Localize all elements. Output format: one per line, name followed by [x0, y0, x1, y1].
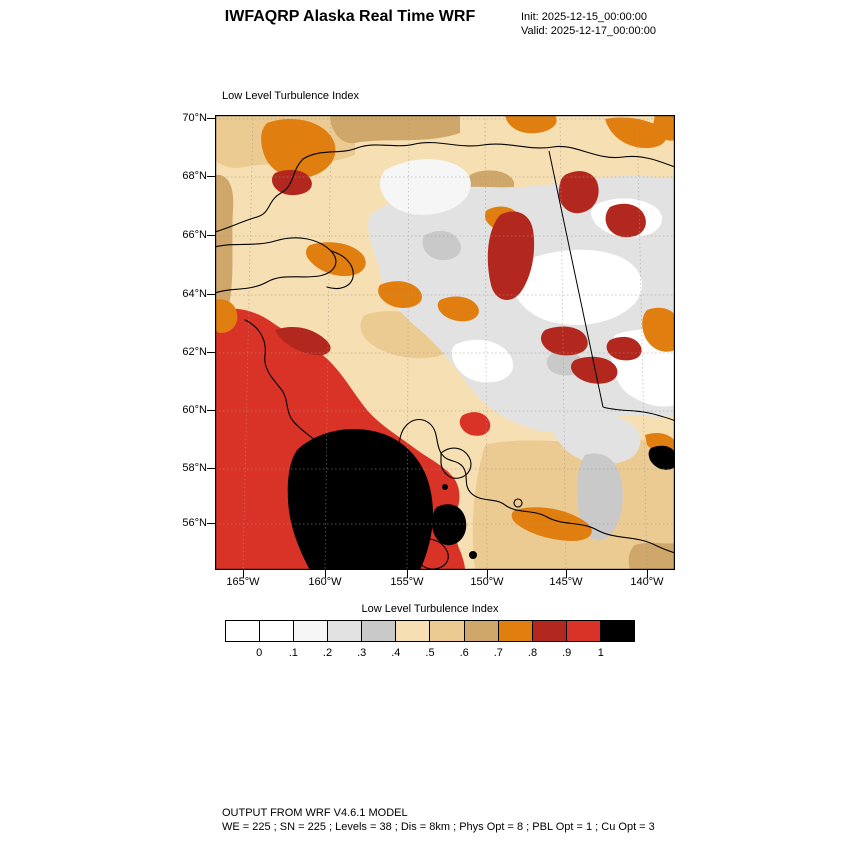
x-tick	[243, 570, 244, 578]
y-tick	[207, 176, 215, 177]
init-time: Init: 2025-12-15_00:00:00	[521, 11, 647, 23]
colorbar-label: .8	[527, 647, 538, 659]
map-frame	[215, 115, 675, 570]
y-tick-label-62n: 62°N	[182, 346, 207, 358]
colorbar-cell	[497, 620, 533, 642]
x-tick-label-155w: 155°W	[390, 576, 424, 588]
y-tick	[207, 235, 215, 236]
colorbar	[225, 620, 635, 642]
x-tick	[325, 570, 326, 578]
colorbar-cell	[259, 620, 295, 642]
colorbar-label: .6	[459, 647, 469, 659]
field-darkred-patches	[271, 169, 646, 384]
colorbar-title: Low Level Turbulence Index	[361, 603, 499, 615]
colorbar-label: 0	[256, 647, 263, 659]
political-border	[548, 150, 675, 422]
colorbar-label: 1	[597, 647, 604, 659]
colorbar-cell	[463, 620, 499, 642]
colorbar-cell	[225, 620, 261, 642]
colorbar-label: .7	[493, 647, 503, 659]
colorbar-cell	[327, 620, 363, 642]
y-tick-label-56n: 56°N	[182, 517, 207, 529]
y-tick-label-64n: 64°N	[182, 288, 207, 300]
colorbar-labels: 0 .1 .2 .3 .4 .5 .6 .7 .8 .9 1	[225, 647, 635, 661]
model-info-line2: WE = 225 ; SN = 225 ; Levels = 38 ; Dis …	[222, 821, 655, 833]
model-info-line1: OUTPUT FROM WRF V4.6.1 MODEL	[222, 807, 408, 819]
y-tick	[207, 352, 215, 353]
y-tick-label-60n: 60°N	[182, 404, 207, 416]
y-tick	[207, 468, 215, 469]
colorbar-label: .2	[322, 647, 333, 659]
x-tick	[407, 570, 408, 578]
y-tick-label-70n: 70°N	[182, 112, 207, 124]
valid-time: Valid: 2025-12-17_00:00:00	[521, 25, 656, 37]
model-info: OUTPUT FROM WRF V4.6.1 MODEL WE = 225 ; …	[222, 806, 655, 834]
y-tick	[207, 410, 215, 411]
y-tick-label-68n: 68°N	[182, 170, 207, 182]
map-plot-area: 70°N 68°N 66°N 64°N 62°N 60°N 58°N 56°N …	[182, 112, 675, 588]
x-tick-label-145w: 145°W	[549, 576, 583, 588]
turbulence-map	[215, 115, 675, 570]
x-tick	[647, 570, 648, 578]
field-black-region	[287, 429, 675, 570]
run-times: Init: 2025-12-15_00:00:00 Valid: 2025-12…	[521, 10, 656, 38]
colorbar-label: .5	[425, 647, 435, 659]
y-tick-label-66n: 66°N	[182, 229, 207, 241]
colorbar-cell	[531, 620, 567, 642]
colorbar-cell	[395, 620, 431, 642]
y-tick	[207, 118, 215, 119]
colorbar-cell	[429, 620, 465, 642]
page-title: IWFAQRP Alaska Real Time WRF	[224, 8, 476, 25]
colorbar-cell	[599, 620, 635, 642]
x-tick-label-160w: 160°W	[308, 576, 342, 588]
colorbar-cell	[565, 620, 601, 642]
coastlines	[215, 142, 675, 570]
x-tick-label-165w: 165°W	[226, 576, 260, 588]
map-gridlines	[215, 115, 675, 570]
colorbar-label: .1	[288, 647, 298, 659]
colorbar-cell	[361, 620, 397, 642]
x-tick-label-150w: 150°W	[470, 576, 504, 588]
colorbar-label: .9	[562, 647, 572, 659]
colorbar-cell	[293, 620, 329, 642]
y-tick-label-58n: 58°N	[182, 462, 207, 474]
y-tick	[207, 523, 215, 524]
colorbar-label: .3	[357, 647, 367, 659]
y-tick	[207, 294, 215, 295]
colorbar-label: .4	[391, 647, 401, 659]
x-tick	[487, 570, 488, 578]
map-field-title: Low Level Turbulence Index	[222, 90, 359, 102]
x-tick-label-140w: 140°W	[630, 576, 664, 588]
x-tick	[566, 570, 567, 578]
